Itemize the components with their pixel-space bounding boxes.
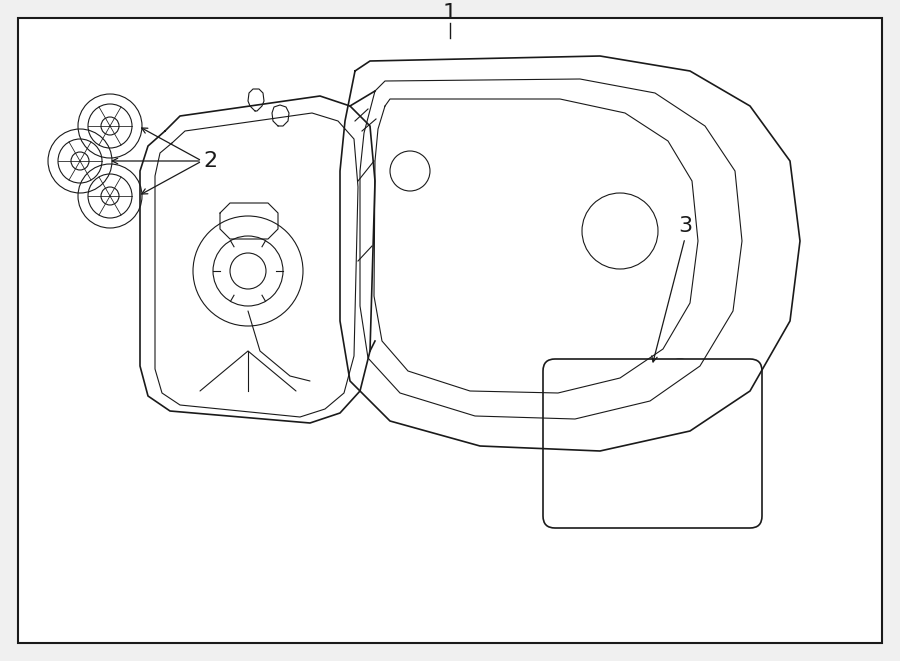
Text: 1: 1 [443,3,457,23]
FancyBboxPatch shape [543,359,762,528]
Text: 2: 2 [202,151,217,171]
Text: 3: 3 [678,216,692,236]
